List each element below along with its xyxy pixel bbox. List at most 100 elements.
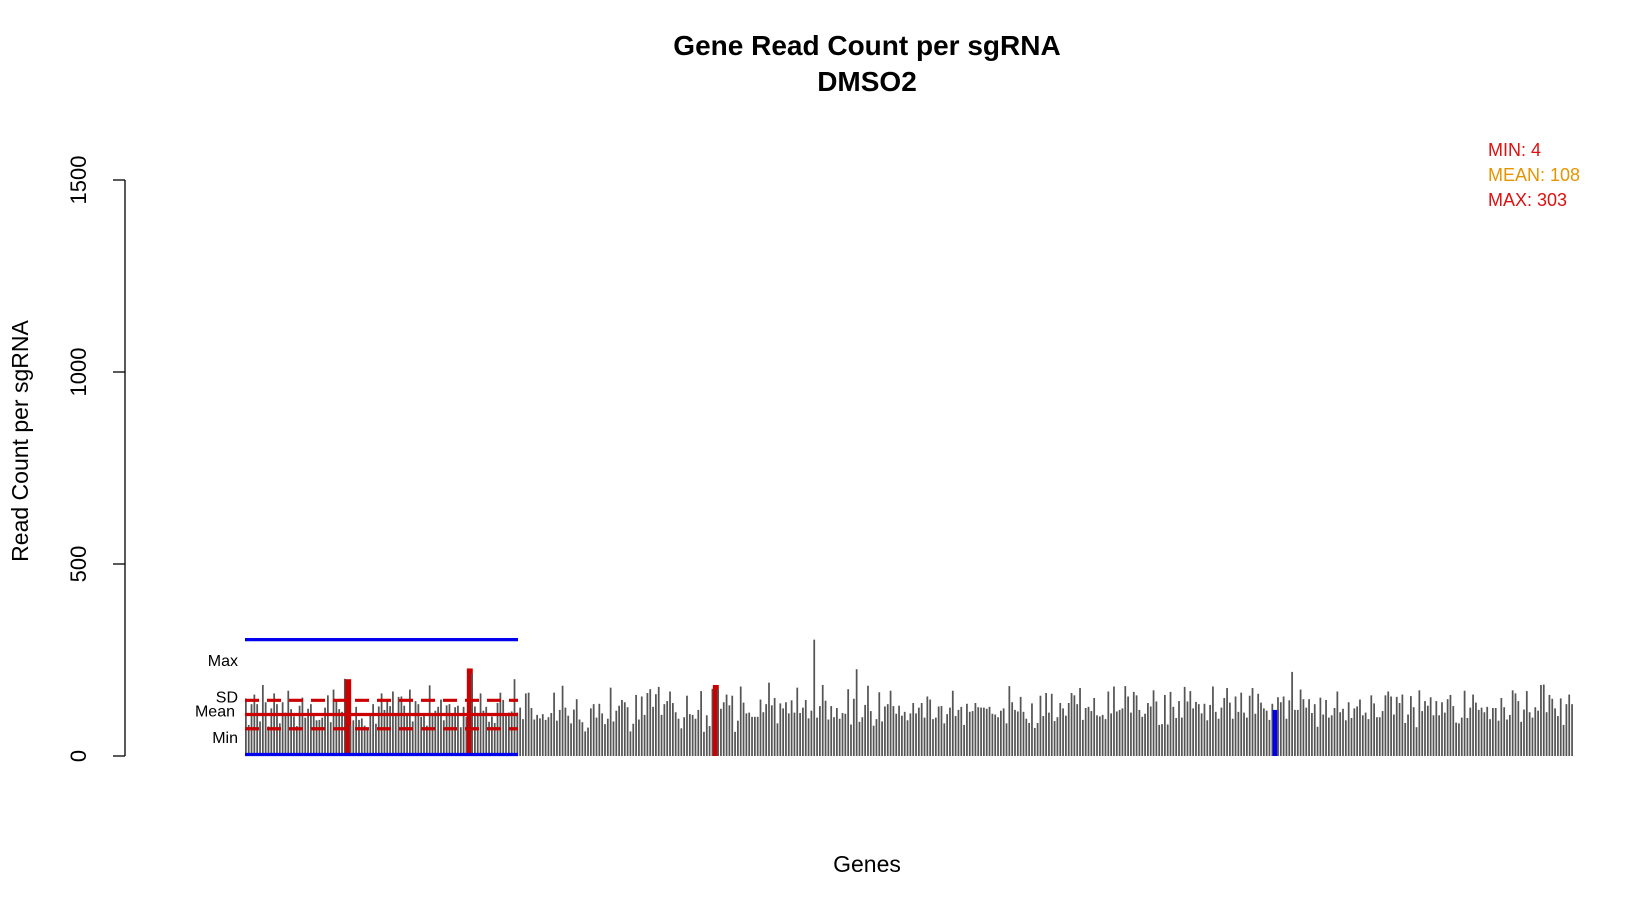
bar — [284, 712, 287, 756]
bar — [1288, 700, 1291, 756]
bar — [1412, 707, 1415, 756]
bar — [1548, 694, 1551, 756]
bar — [341, 711, 343, 756]
bar — [1489, 719, 1491, 756]
bar — [929, 699, 932, 756]
bar — [638, 719, 640, 756]
bar — [751, 716, 753, 756]
reference-label: Max — [208, 653, 238, 670]
bar — [1500, 698, 1503, 756]
bar — [1084, 708, 1087, 756]
bar — [835, 708, 838, 756]
bar — [629, 731, 632, 756]
bar — [281, 702, 284, 756]
bar — [1469, 707, 1472, 756]
bar — [403, 705, 406, 756]
reference-lines — [245, 638, 518, 757]
bar — [985, 708, 988, 756]
bar — [997, 717, 999, 756]
bar — [355, 706, 358, 756]
bar — [310, 704, 312, 756]
bar — [1016, 711, 1019, 756]
bar — [1033, 727, 1036, 756]
chart-subtitle: DMSO2 — [817, 66, 917, 97]
stat-line: MIN: 4 — [1488, 140, 1541, 160]
bar — [1237, 711, 1240, 756]
bar — [1087, 706, 1090, 756]
bar — [1299, 689, 1302, 756]
bar — [1330, 715, 1333, 756]
bar — [635, 694, 637, 756]
bar — [1262, 708, 1265, 756]
bar — [1407, 714, 1409, 756]
bar — [476, 712, 479, 756]
bar — [1067, 703, 1070, 756]
bar — [315, 720, 318, 756]
bar — [1192, 708, 1195, 756]
bar — [618, 705, 620, 756]
bar — [544, 719, 547, 756]
bar — [816, 717, 818, 756]
bar — [1113, 686, 1115, 756]
bar — [1141, 716, 1144, 756]
bar — [968, 711, 971, 756]
bar — [522, 719, 524, 756]
bar — [1022, 711, 1025, 756]
bar — [1359, 699, 1361, 756]
bar — [462, 706, 465, 756]
bar — [703, 731, 705, 756]
bar — [1336, 691, 1339, 756]
bar — [881, 721, 883, 756]
bar — [1138, 709, 1141, 756]
bar — [465, 716, 468, 756]
bar — [850, 724, 852, 756]
bar — [700, 691, 702, 756]
bar — [270, 708, 273, 756]
bar — [1090, 711, 1093, 756]
bar — [360, 718, 363, 756]
bar — [861, 717, 864, 756]
bar — [796, 687, 799, 756]
bar — [1081, 719, 1084, 756]
y-axis-label: Read Count per sgRNA — [7, 320, 33, 562]
bar — [513, 679, 516, 756]
bar — [722, 702, 725, 756]
bar — [1353, 708, 1356, 756]
bar — [646, 693, 649, 756]
x-axis-label: Genes — [833, 851, 901, 877]
reference-label: Min — [212, 730, 238, 747]
bar — [1492, 708, 1494, 756]
bar — [940, 706, 943, 756]
bar — [1062, 708, 1064, 756]
bar — [1149, 706, 1152, 756]
bar — [844, 713, 847, 756]
bar — [601, 713, 604, 756]
bar — [437, 706, 440, 756]
bar — [1158, 724, 1161, 756]
bar — [1065, 715, 1067, 756]
bar — [912, 703, 915, 756]
bar — [1059, 703, 1062, 756]
bar — [1429, 697, 1432, 756]
bar — [609, 687, 612, 756]
bar — [445, 705, 448, 756]
bar — [264, 702, 267, 756]
bar — [612, 721, 615, 756]
bar — [1325, 699, 1327, 756]
bar — [278, 723, 281, 756]
chart-title: Gene Read Count per sgRNA — [673, 30, 1060, 61]
bar — [592, 704, 595, 756]
bar — [1172, 706, 1175, 756]
bar — [1217, 718, 1220, 756]
bar — [1186, 701, 1189, 756]
bar — [770, 705, 773, 756]
bar — [329, 722, 332, 756]
bar — [312, 713, 315, 756]
bar — [516, 712, 519, 756]
bar — [1568, 694, 1571, 756]
bar — [1452, 706, 1455, 756]
bar — [1053, 721, 1056, 756]
bar — [1183, 686, 1186, 756]
bar — [920, 703, 923, 756]
